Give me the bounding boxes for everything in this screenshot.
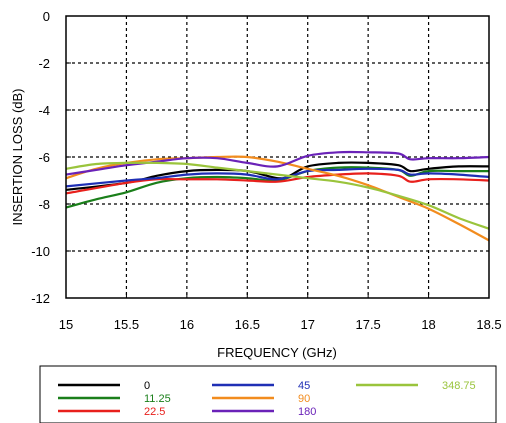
x-axis-title: FREQUENCY (GHz): [217, 345, 337, 360]
y-tick-label: -6: [38, 150, 50, 165]
legend-label-2: 22.5: [144, 406, 165, 418]
y-tick-labels: 0 -2 -4 -6 -8 -10 -12: [31, 9, 50, 306]
x-tick-label: 15: [59, 317, 73, 332]
series-lines: [65, 150, 490, 242]
y-tick-label: -2: [38, 56, 50, 71]
y-tick-label: 0: [43, 9, 50, 24]
legend-label-1: 11.25: [144, 393, 171, 405]
legend-label-5: 180: [298, 406, 316, 418]
series-line-0: [65, 161, 490, 191]
x-tick-labels: 15 15.5 16 16.5 17 17.5 18 18.5: [59, 317, 502, 332]
x-tick-label: 18.5: [476, 317, 501, 332]
legend-label-0: 0: [144, 380, 150, 392]
y-tick-label: -10: [31, 244, 50, 259]
series-line-6: [65, 161, 490, 230]
legend-label-3: 45: [298, 380, 310, 392]
y-tick-label: -4: [38, 103, 50, 118]
y-tick-label: -12: [31, 291, 50, 306]
grid: [66, 16, 489, 298]
x-tick-label: 18: [421, 317, 435, 332]
legend-box: [39, 365, 497, 423]
tick-marks: [65, 15, 490, 299]
legend-label-4: 90: [298, 393, 310, 405]
x-tick-label: 17: [300, 317, 314, 332]
legend-label-6: 348.75: [442, 380, 476, 392]
y-axis-title: INSERTION LOSS (dB): [10, 88, 25, 225]
series-line-4: [65, 155, 490, 242]
x-tick-label: 17.5: [355, 317, 380, 332]
series-line-2: [65, 172, 490, 195]
x-tick-label: 15.5: [114, 317, 139, 332]
y-tick-label: -8: [38, 197, 50, 212]
x-tick-label: 16.5: [235, 317, 260, 332]
series-line-3: [65, 167, 490, 188]
x-tick-label: 16: [180, 317, 194, 332]
